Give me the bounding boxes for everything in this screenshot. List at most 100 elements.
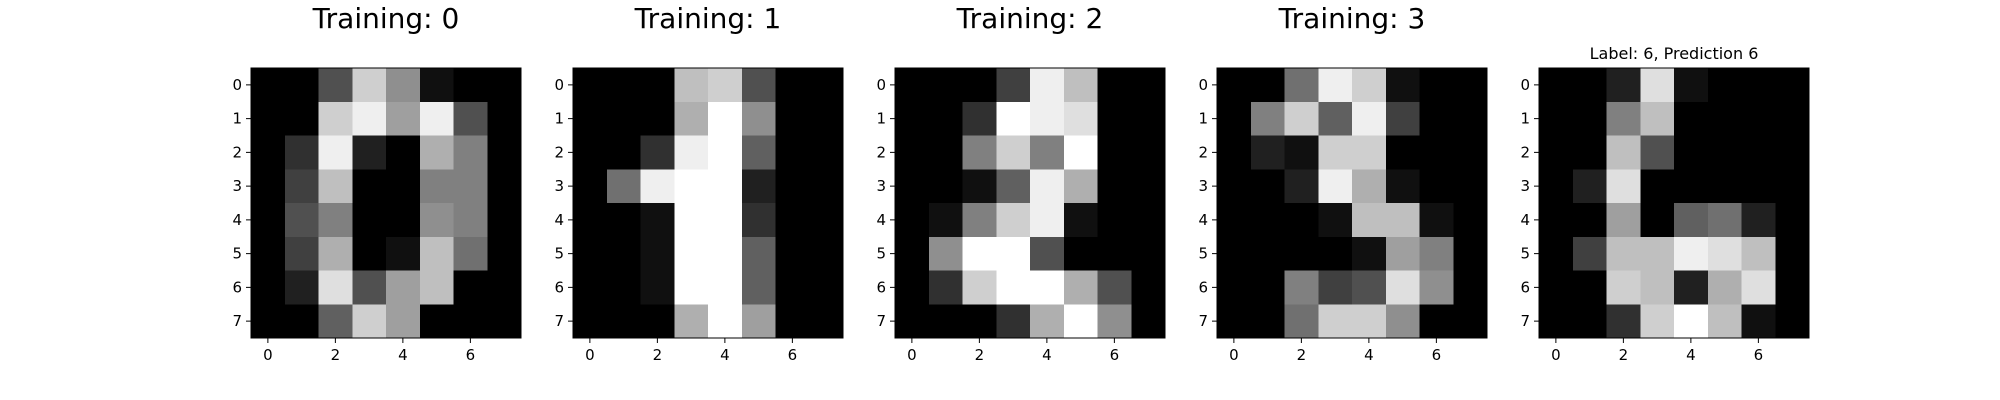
pixel-cell [741,236,777,272]
pixel-cell [453,203,488,238]
y-tick-label: 3 [876,177,886,195]
pixel-cell [1707,236,1743,272]
pixel-cell [1131,169,1166,204]
pixel-cell [318,68,353,103]
pixel-cell [962,304,997,339]
x-tick-label: 6 [1110,346,1120,364]
pixel-cell [1741,270,1776,305]
digit-panel-3: Training: 3 0 1 2 3 4 5 6 7 0 2 4 6 [1198,2,1488,364]
pixel-cell [928,169,964,204]
y-tick-label: 2 [232,143,242,161]
pixel-cell [895,135,930,170]
pixel-cell [1097,135,1132,170]
y-tick-label: 0 [876,76,886,94]
pixel-cell [1707,135,1743,170]
y-tick-label: 5 [554,245,564,263]
pixel-cell [573,135,608,170]
pixel-cell [1352,236,1387,272]
panel-title: Training: 1 [634,2,782,35]
y-tick-label: 2 [876,143,886,161]
pixel-cell [1572,304,1608,339]
axes-frame [572,67,844,339]
pixel-cell [1640,135,1675,170]
pixel-cell [928,270,964,305]
pixel-cell [1250,68,1286,103]
pixel-cell [1572,236,1608,272]
pixel-cell [1453,101,1488,137]
pixel-cell [251,169,286,204]
pixel-cell [640,68,675,103]
y-tick-label: 6 [232,278,242,296]
pixel-cell [775,135,810,170]
pixel-cell [1318,236,1353,272]
pixel-cell [1674,101,1709,137]
pixel-cell [1352,169,1387,204]
pixel-cell [1775,270,1810,305]
pixel-cell [1030,135,1065,170]
y-tick-label: 7 [1198,312,1208,330]
pixel-cell [962,135,997,170]
pixel-cell [386,304,421,339]
pixel-cell [318,270,353,305]
pixel-cell [419,135,455,170]
pixel-cell [674,236,709,272]
pixel-cell [1606,68,1641,103]
pixel-cell [775,304,810,339]
pixel-cell [996,101,1031,137]
y-tick-label: 4 [1198,211,1208,229]
pixel-cell [251,270,286,305]
y-tick-label: 2 [1520,143,1530,161]
pixel-cell [1674,304,1709,339]
pixel-cell [1572,169,1608,204]
pixel-cell [1606,270,1641,305]
pixel-cell [606,169,642,204]
pixel-cell [419,304,455,339]
pixel-cell [386,270,421,305]
pixel-cell [895,304,930,339]
pixel-cell [1131,203,1166,238]
pixel-cell [1741,169,1776,204]
x-tick-label: 6 [466,346,476,364]
x-tick-label: 2 [1619,346,1629,364]
pixel-cell [996,236,1031,272]
pixel-cell [419,68,455,103]
x-tick-label: 0 [1551,346,1561,364]
pixel-cell [1539,236,1574,272]
pixel-cell [419,101,455,137]
pixel-cell [487,68,522,103]
pixel-cell [573,169,608,204]
pixel-cell [708,236,743,272]
pixel-cell [352,270,387,305]
pixel-cell [284,101,320,137]
pixel-cell [640,236,675,272]
pixel-cell [573,101,608,137]
pixel-cell [1775,203,1810,238]
pixel-cell [1539,68,1574,103]
x-tick-label: 4 [1042,346,1052,364]
pixel-cell [1217,236,1252,272]
pixel-cell [1352,68,1387,103]
y-tick-label: 3 [554,177,564,195]
pixel-cell [1131,68,1166,103]
pixel-cell [1217,169,1252,204]
pixel-cell [674,68,709,103]
pixel-cell [284,135,320,170]
pixel-cell [573,236,608,272]
pixel-cell [573,270,608,305]
panel-title: Label: 6, Prediction 6 [1590,44,1759,63]
pixel-cell [895,101,930,137]
pixel-cell [962,169,997,204]
pixel-cell [1097,169,1132,204]
pixel-cell [251,101,286,137]
pixel-cell [1217,135,1252,170]
pixel-cell [606,203,642,238]
pixel-cell [1385,169,1421,204]
x-tick-label: 6 [1754,346,1764,364]
digit-image [1539,68,1810,339]
x-tick-label: 2 [653,346,663,364]
pixel-cell [453,169,488,204]
pixel-cell [1030,169,1065,204]
pixel-cell [1453,135,1488,170]
pixel-cell [453,270,488,305]
